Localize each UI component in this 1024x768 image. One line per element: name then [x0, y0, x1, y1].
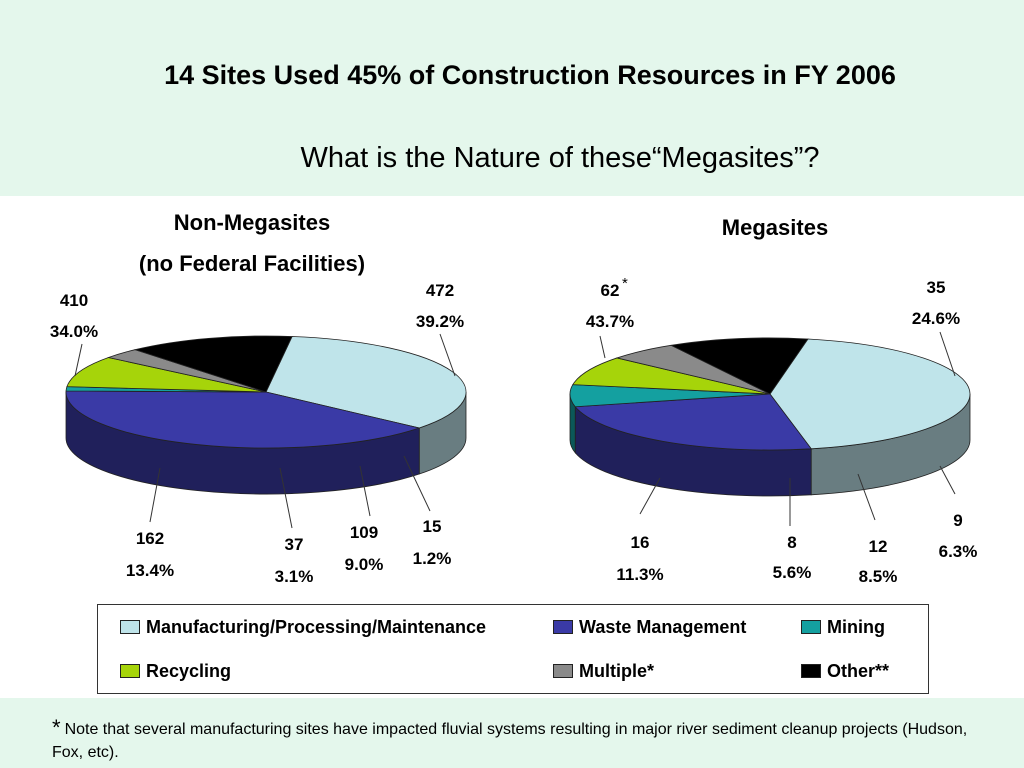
data-label-percent: 1.2%	[413, 549, 452, 568]
footnote: * Note that several manufacturing sites h…	[52, 716, 992, 764]
data-label-value: 16	[631, 533, 650, 552]
data-label-percent: 3.1%	[275, 567, 314, 586]
leader-line	[403, 455, 431, 512]
pie-slice	[265, 336, 467, 429]
data-label-percent: 8.5%	[859, 567, 898, 586]
legend-label: Waste Management	[579, 616, 747, 637]
pie-slice	[574, 393, 812, 451]
pie-slice	[769, 338, 971, 450]
legend-label: Manufacturing/Processing/Maintenance	[146, 616, 487, 637]
legend-item: Mining	[801, 617, 885, 637]
data-label-percent: 5.6%	[773, 563, 812, 582]
legend-swatch	[553, 620, 573, 634]
legend-label: Other**	[827, 660, 890, 681]
pie-charts: Non-Megasites (no Federal Facilities) 410 3…	[50, 210, 978, 586]
data-label-value: 109	[350, 523, 378, 542]
data-label-value: 8	[787, 533, 796, 552]
legend-item: Waste Management	[553, 617, 746, 637]
data-label-value: 162	[136, 529, 164, 548]
data-label-percent: 43.7%	[586, 312, 634, 331]
footnote-marker: *	[52, 715, 61, 740]
pie-slice	[572, 357, 771, 395]
legend-swatch	[801, 620, 821, 634]
data-label-value: 410	[60, 291, 88, 310]
leader-line	[857, 473, 876, 521]
pie-chart-1: Non-Megasites (no Federal Facilities) 410 3…	[50, 210, 467, 586]
pie-chart-2: Megasites 62 * 43.7% 35 24.6% 9 6.3% 12 8.5% 8 5.6%…	[569, 215, 978, 586]
pie-slice	[669, 337, 809, 395]
legend-swatch	[801, 664, 821, 678]
data-label-percent: 6.3%	[939, 542, 978, 561]
legend: Manufacturing/Processing/Maintenance Wast…	[97, 604, 929, 694]
data-label-percent: 34.0%	[50, 322, 98, 341]
data-label-percent: 9.0%	[345, 555, 384, 574]
footnote-text: Note that several manufacturing sites ha…	[52, 721, 968, 761]
footer-band	[0, 698, 1024, 768]
chart-title: Non-Megasites	[174, 210, 330, 235]
legend-item: Other**	[801, 661, 889, 681]
legend-item: Recycling	[120, 661, 231, 681]
data-label-percent: 11.3%	[616, 565, 663, 584]
pie-slice	[65, 390, 421, 449]
slide-subtitle: What is the Nature of these“Megasites”?	[300, 142, 820, 174]
data-label-value: 472	[426, 281, 454, 300]
leader-line	[74, 343, 83, 377]
leader-line	[599, 335, 606, 359]
chart-title-line2: (no Federal Facilities)	[139, 251, 365, 276]
data-label-value: 15	[423, 517, 442, 536]
leader-line	[639, 477, 661, 515]
header-band	[0, 0, 1024, 196]
leader-line	[939, 331, 956, 377]
leader-line	[279, 467, 293, 529]
legend-swatch	[553, 664, 573, 678]
leader-line	[439, 333, 456, 377]
data-label-percent: 13.4%	[126, 561, 174, 580]
slide-title: 14 Sites Used 45% of Construction Resour…	[164, 60, 896, 90]
legend-swatch	[120, 620, 140, 634]
data-label-value: 9	[953, 511, 962, 530]
pie-slice	[66, 357, 267, 393]
data-label-note: *	[622, 275, 628, 292]
data-label-value: 62	[601, 281, 620, 300]
leader-line	[359, 465, 371, 517]
legend-item: Multiple*	[553, 661, 654, 681]
data-label-percent: 39.2%	[416, 312, 464, 331]
data-label-percent: 24.6%	[912, 309, 960, 328]
data-label-value: 35	[927, 278, 946, 297]
legend-label: Recycling	[146, 660, 232, 681]
data-label-value: 37	[285, 535, 304, 554]
legend-label: Multiple*	[579, 660, 654, 681]
legend-swatch	[120, 664, 140, 678]
leader-line	[149, 467, 161, 523]
leader-line	[939, 465, 956, 495]
legend-label: Mining	[827, 616, 885, 637]
data-label-value: 12	[869, 537, 888, 556]
chart-title: Megasites	[722, 215, 828, 240]
legend-item: Manufacturing/Processing/Maintenance	[120, 617, 486, 637]
pie-slice	[133, 335, 293, 393]
